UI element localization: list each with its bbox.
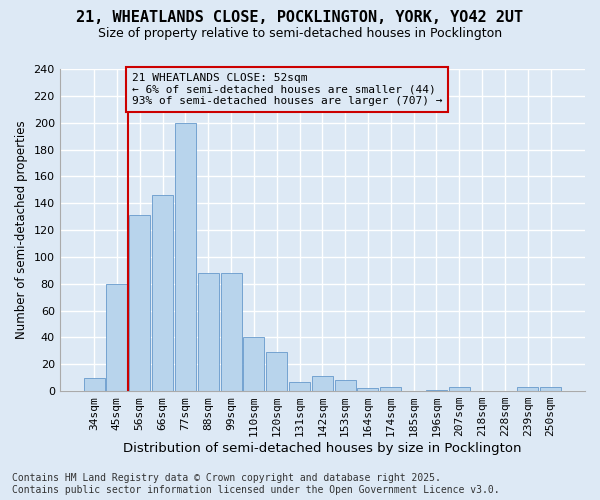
Bar bbox=[517, 387, 538, 391]
Bar bbox=[540, 387, 561, 391]
Bar bbox=[289, 382, 310, 391]
Text: 21, WHEATLANDS CLOSE, POCKLINGTON, YORK, YO42 2UT: 21, WHEATLANDS CLOSE, POCKLINGTON, YORK,… bbox=[76, 10, 524, 25]
Bar bbox=[335, 380, 356, 391]
Bar bbox=[266, 352, 287, 391]
Bar bbox=[358, 388, 379, 391]
Y-axis label: Number of semi-detached properties: Number of semi-detached properties bbox=[15, 120, 28, 340]
Bar bbox=[106, 284, 127, 391]
Bar bbox=[197, 273, 218, 391]
Bar bbox=[312, 376, 333, 391]
Bar bbox=[244, 338, 265, 391]
Text: 21 WHEATLANDS CLOSE: 52sqm
← 6% of semi-detached houses are smaller (44)
93% of : 21 WHEATLANDS CLOSE: 52sqm ← 6% of semi-… bbox=[132, 73, 442, 106]
Text: Size of property relative to semi-detached houses in Pocklington: Size of property relative to semi-detach… bbox=[98, 28, 502, 40]
Bar bbox=[380, 387, 401, 391]
Bar bbox=[129, 216, 150, 391]
Bar bbox=[175, 122, 196, 391]
Bar bbox=[449, 387, 470, 391]
Bar bbox=[152, 195, 173, 391]
Text: Contains HM Land Registry data © Crown copyright and database right 2025.
Contai: Contains HM Land Registry data © Crown c… bbox=[12, 474, 500, 495]
X-axis label: Distribution of semi-detached houses by size in Pocklington: Distribution of semi-detached houses by … bbox=[123, 442, 521, 455]
Bar bbox=[426, 390, 447, 391]
Bar bbox=[83, 378, 104, 391]
Bar bbox=[221, 273, 242, 391]
